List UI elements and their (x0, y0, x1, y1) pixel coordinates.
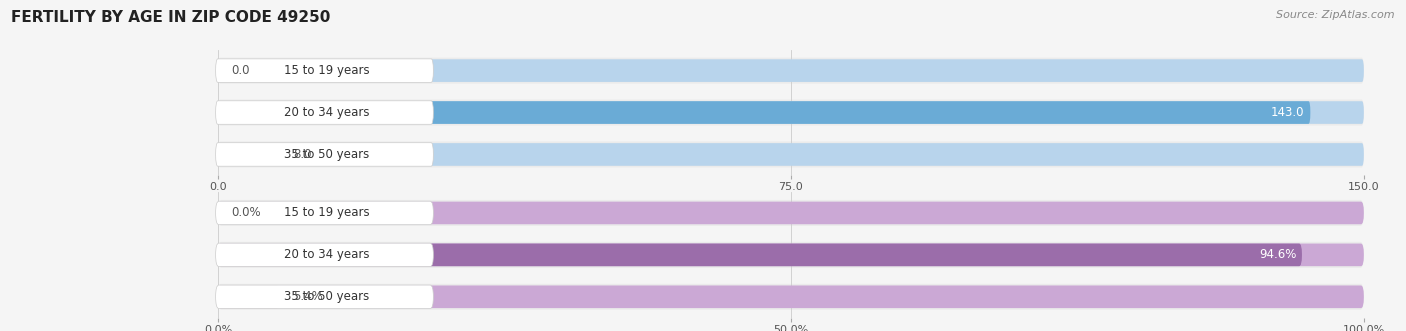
Text: 94.6%: 94.6% (1258, 248, 1296, 261)
FancyBboxPatch shape (218, 101, 1310, 124)
FancyBboxPatch shape (218, 143, 1364, 166)
FancyBboxPatch shape (218, 143, 278, 166)
Text: 0.0: 0.0 (232, 64, 250, 77)
FancyBboxPatch shape (218, 244, 1302, 266)
FancyBboxPatch shape (218, 285, 280, 308)
Text: 15 to 19 years: 15 to 19 years (284, 207, 370, 219)
Text: 5.4%: 5.4% (294, 290, 323, 303)
Text: 35 to 50 years: 35 to 50 years (284, 290, 370, 303)
Text: 35 to 50 years: 35 to 50 years (284, 148, 370, 161)
FancyBboxPatch shape (218, 202, 1364, 224)
FancyBboxPatch shape (218, 101, 1364, 124)
FancyBboxPatch shape (215, 143, 433, 166)
Text: Source: ZipAtlas.com: Source: ZipAtlas.com (1277, 10, 1395, 20)
FancyBboxPatch shape (218, 59, 1364, 82)
FancyBboxPatch shape (218, 58, 1364, 84)
FancyBboxPatch shape (218, 242, 1364, 268)
Text: FERTILITY BY AGE IN ZIP CODE 49250: FERTILITY BY AGE IN ZIP CODE 49250 (11, 10, 330, 25)
FancyBboxPatch shape (215, 243, 433, 266)
Text: 20 to 34 years: 20 to 34 years (284, 248, 370, 261)
FancyBboxPatch shape (218, 141, 1364, 167)
Text: 143.0: 143.0 (1271, 106, 1305, 119)
FancyBboxPatch shape (218, 244, 1364, 266)
FancyBboxPatch shape (215, 59, 433, 82)
FancyBboxPatch shape (215, 285, 433, 308)
FancyBboxPatch shape (215, 201, 433, 225)
Text: 0.0%: 0.0% (232, 207, 262, 219)
FancyBboxPatch shape (218, 200, 1364, 226)
Text: 15 to 19 years: 15 to 19 years (284, 64, 370, 77)
FancyBboxPatch shape (218, 285, 1364, 308)
FancyBboxPatch shape (218, 100, 1364, 125)
Text: 8.0: 8.0 (292, 148, 311, 161)
FancyBboxPatch shape (218, 284, 1364, 310)
FancyBboxPatch shape (215, 101, 433, 124)
Text: 20 to 34 years: 20 to 34 years (284, 106, 370, 119)
